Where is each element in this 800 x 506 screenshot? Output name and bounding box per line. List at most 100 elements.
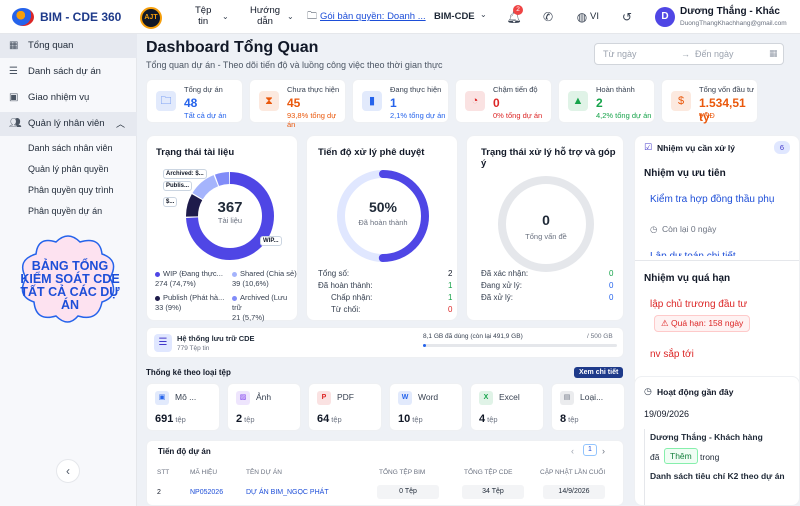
stat-label: Đang thực hiện [390,85,442,94]
legend-name: WIP (Đang thực... [163,269,223,278]
sidebar-subitem-permissions[interactable]: Quản lý phân quyền [28,164,109,174]
word-icon: W [398,391,412,405]
sidebar-subitem-staff-list[interactable]: Danh sách nhân viên [28,143,113,153]
legend-name: Publish (Phát hà... [163,293,225,302]
file-type-card[interactable]: W Word 10 tệp [389,383,463,431]
app-logo-icon[interactable] [12,8,34,26]
nav-huong-dan[interactable]: Hướng dẫn [250,5,281,27]
file-type-card[interactable]: P PDF 64 tệp [308,383,382,431]
storage-title: Hệ thống lưu trữ CDE [177,334,255,343]
file-type-unit: tệp [175,415,186,424]
legend-item[interactable]: Archived (Lưu trữ 21 (5,7%) [232,293,297,323]
support-row-label: Đã xử lý: [481,293,514,302]
file-type-card[interactable]: ▨ Ảnh 2 tệp [227,383,301,431]
legend-item[interactable]: Shared (Chia sẻ) 39 (10,6%) [232,269,297,289]
approval-row-value: 1 [448,293,453,302]
file-type-count: 64 [317,413,330,425]
overdue-task-link[interactable]: lập chủ trương đầu tư [650,299,748,310]
support-card: Trạng thái xử lý hỗ trợ và góp ý 0 Tổng … [466,135,624,321]
project-progress-table: Tiến độ dự án ‹ 1 › STT MÃ HIỆU TÊN DỰ Á… [146,440,624,506]
language-select[interactable]: VI [590,11,599,22]
column-header: CẬP NHẬT LẦN CUỐI [540,469,606,476]
calendar-icon[interactable]: ▦ [769,48,778,58]
history-icon[interactable]: ↺ [621,10,633,24]
card-title: Trạng thái xử lý hỗ trợ và góp ý [481,147,616,169]
sidebar-subitem-workflow-permissions[interactable]: Phân quyền quy trình [28,185,114,195]
banner-text: BẢNG TỔNG KIỂM SOÁT CDE TẤT CẢ CÁC DỰ ÁN [20,259,120,312]
legend-item[interactable]: WIP (Đang thực... 274 (74,7%) [155,269,223,289]
file-type-count: 691 [155,413,174,425]
upcoming-task-link[interactable]: nv sắp tới [650,349,694,360]
view-details-button[interactable]: Xem chi tiết [574,367,624,378]
priority-task-link[interactable]: Kiểm tra hợp đồng thầu phụ [650,194,775,205]
support-gauge [498,176,594,272]
donut-tag: Archived: $... [163,169,207,179]
chevron-down-icon[interactable]: ⌄ [287,12,294,21]
file-type-unit: tệp [487,415,498,424]
stat-sub: 4,2% tổng dự án [596,111,652,120]
sidebar-item-staff[interactable]: 👥︎ Quản lý nhân viên ︿ [0,112,137,136]
legend-detail: 33 (9%) [155,303,182,312]
chevron-down-icon[interactable]: ⌄ [222,12,229,21]
stat-card[interactable]: ⧗ Chưa thực hiện 45 93,8% tổng dự án [249,79,346,129]
license-link[interactable]: Gói bản quyền: Doanh ... [320,11,426,22]
globe-icon[interactable]: ◍ [576,10,588,24]
stat-sub: 2,1% tổng dự án [390,111,446,120]
approval-row-value: 1 [448,281,453,290]
donut-slice[interactable] [186,172,274,260]
file-type-card[interactable]: X Excel 4 tệp [470,383,544,431]
sidebar-item-overview[interactable]: ▦ Tổng quan [0,34,137,58]
legend-swatch [232,271,237,277]
approval-percent: 50% [368,199,398,215]
approval-card: Tiến độ xử lý phê duyệt 50% Đã hoàn thàn… [306,135,458,321]
stat-card[interactable]: $ Tổng vốn đầu tư 1.534,51 tỷ VNĐ [661,79,758,124]
chevron-down-icon[interactable]: ⌄ [480,10,487,19]
date-range-picker[interactable]: Từ ngày → Đến ngày ▦ [594,43,784,65]
file-type-card[interactable]: ▣ Mô ... 691 tệp [146,383,220,431]
cell-bim-files: 0 Tệp [377,485,439,499]
chevron-up-icon[interactable]: ︿ [115,119,125,129]
clock-icon: ◷ [644,386,652,396]
card-title: Trạng thái tài liệu [156,147,235,158]
support-count-label: Tổng vấn đề [525,232,567,241]
stat-card[interactable]: ◔ Chậm tiến độ 0 0% tổng dự án [455,79,552,123]
sidebar-item-tasks[interactable]: ▣ Giao nhiệm vụ [0,86,137,110]
legend-swatch [155,271,160,277]
cell-code[interactable]: NP052026 [190,489,224,496]
collapse-sidebar-button[interactable]: ‹ [56,459,80,483]
file-type-card[interactable]: ▤ Loại... 8 tệp [551,383,625,431]
image-icon: ▨ [236,391,250,405]
app-brand[interactable]: BIM - CDE 360 [40,10,122,24]
stat-card[interactable]: ▮ Đang thực hiện 1 2,1% tổng dự án [352,79,449,123]
sidebar-item-label: Danh sách dự án [28,66,101,77]
module-select[interactable]: BIM-CDE [434,11,475,22]
priority-task-next[interactable]: Lập dự toán chi tiết ... [650,250,790,256]
activity-panel: ◷ Hoạt động gần đây 19/09/2026 Dương Thắ… [634,376,800,506]
avatar[interactable]: D [655,7,675,27]
date-to-input[interactable]: Đến ngày [695,49,734,59]
prev-page-icon[interactable]: ‹ [571,446,574,456]
divider [635,260,799,261]
legend-name: Archived (Lưu trữ [232,293,288,312]
folder-icon: 🗀 [156,91,176,111]
stat-card[interactable]: ▲ Hoàn thành 2 4,2% tổng dự án [558,79,655,123]
sidebar-item-label: Tổng quan [28,40,74,51]
legend-item[interactable]: Publish (Phát hà... 33 (9%) [155,293,224,313]
donut-slice[interactable] [186,172,274,260]
approval-row-label: Chấp nhận: [331,293,373,302]
user-name[interactable]: Dương Thắng - Khác [680,6,780,17]
page-number[interactable]: 1 [583,444,597,456]
date-from-input[interactable]: Từ ngày [603,49,637,59]
next-page-icon[interactable]: › [602,446,605,456]
column-header: TÊN DỰ ÁN [246,469,282,476]
clock-alert-icon: ◔ [465,91,485,111]
phone-icon[interactable]: ✆ [542,10,554,24]
sidebar: ▦ Tổng quan ☰ Danh sách dự án ▣ Giao nhi… [0,34,137,506]
sidebar-subitem-project-permissions[interactable]: Phân quyền dự án [28,206,103,216]
stat-card[interactable]: 🗀 Tổng dự án 48 Tất cả dự án [146,79,243,123]
sidebar-item-projects[interactable]: ☰ Danh sách dự án [0,60,137,84]
donut-tag: WIP... [260,236,282,246]
cell-project-name[interactable]: DỰ ÁN BIM_NGỌC PHÁT [246,489,329,496]
nav-tep-tin[interactable]: Tệp tin [195,5,212,27]
sidebar-item-label: Giao nhiệm vụ [28,92,90,103]
